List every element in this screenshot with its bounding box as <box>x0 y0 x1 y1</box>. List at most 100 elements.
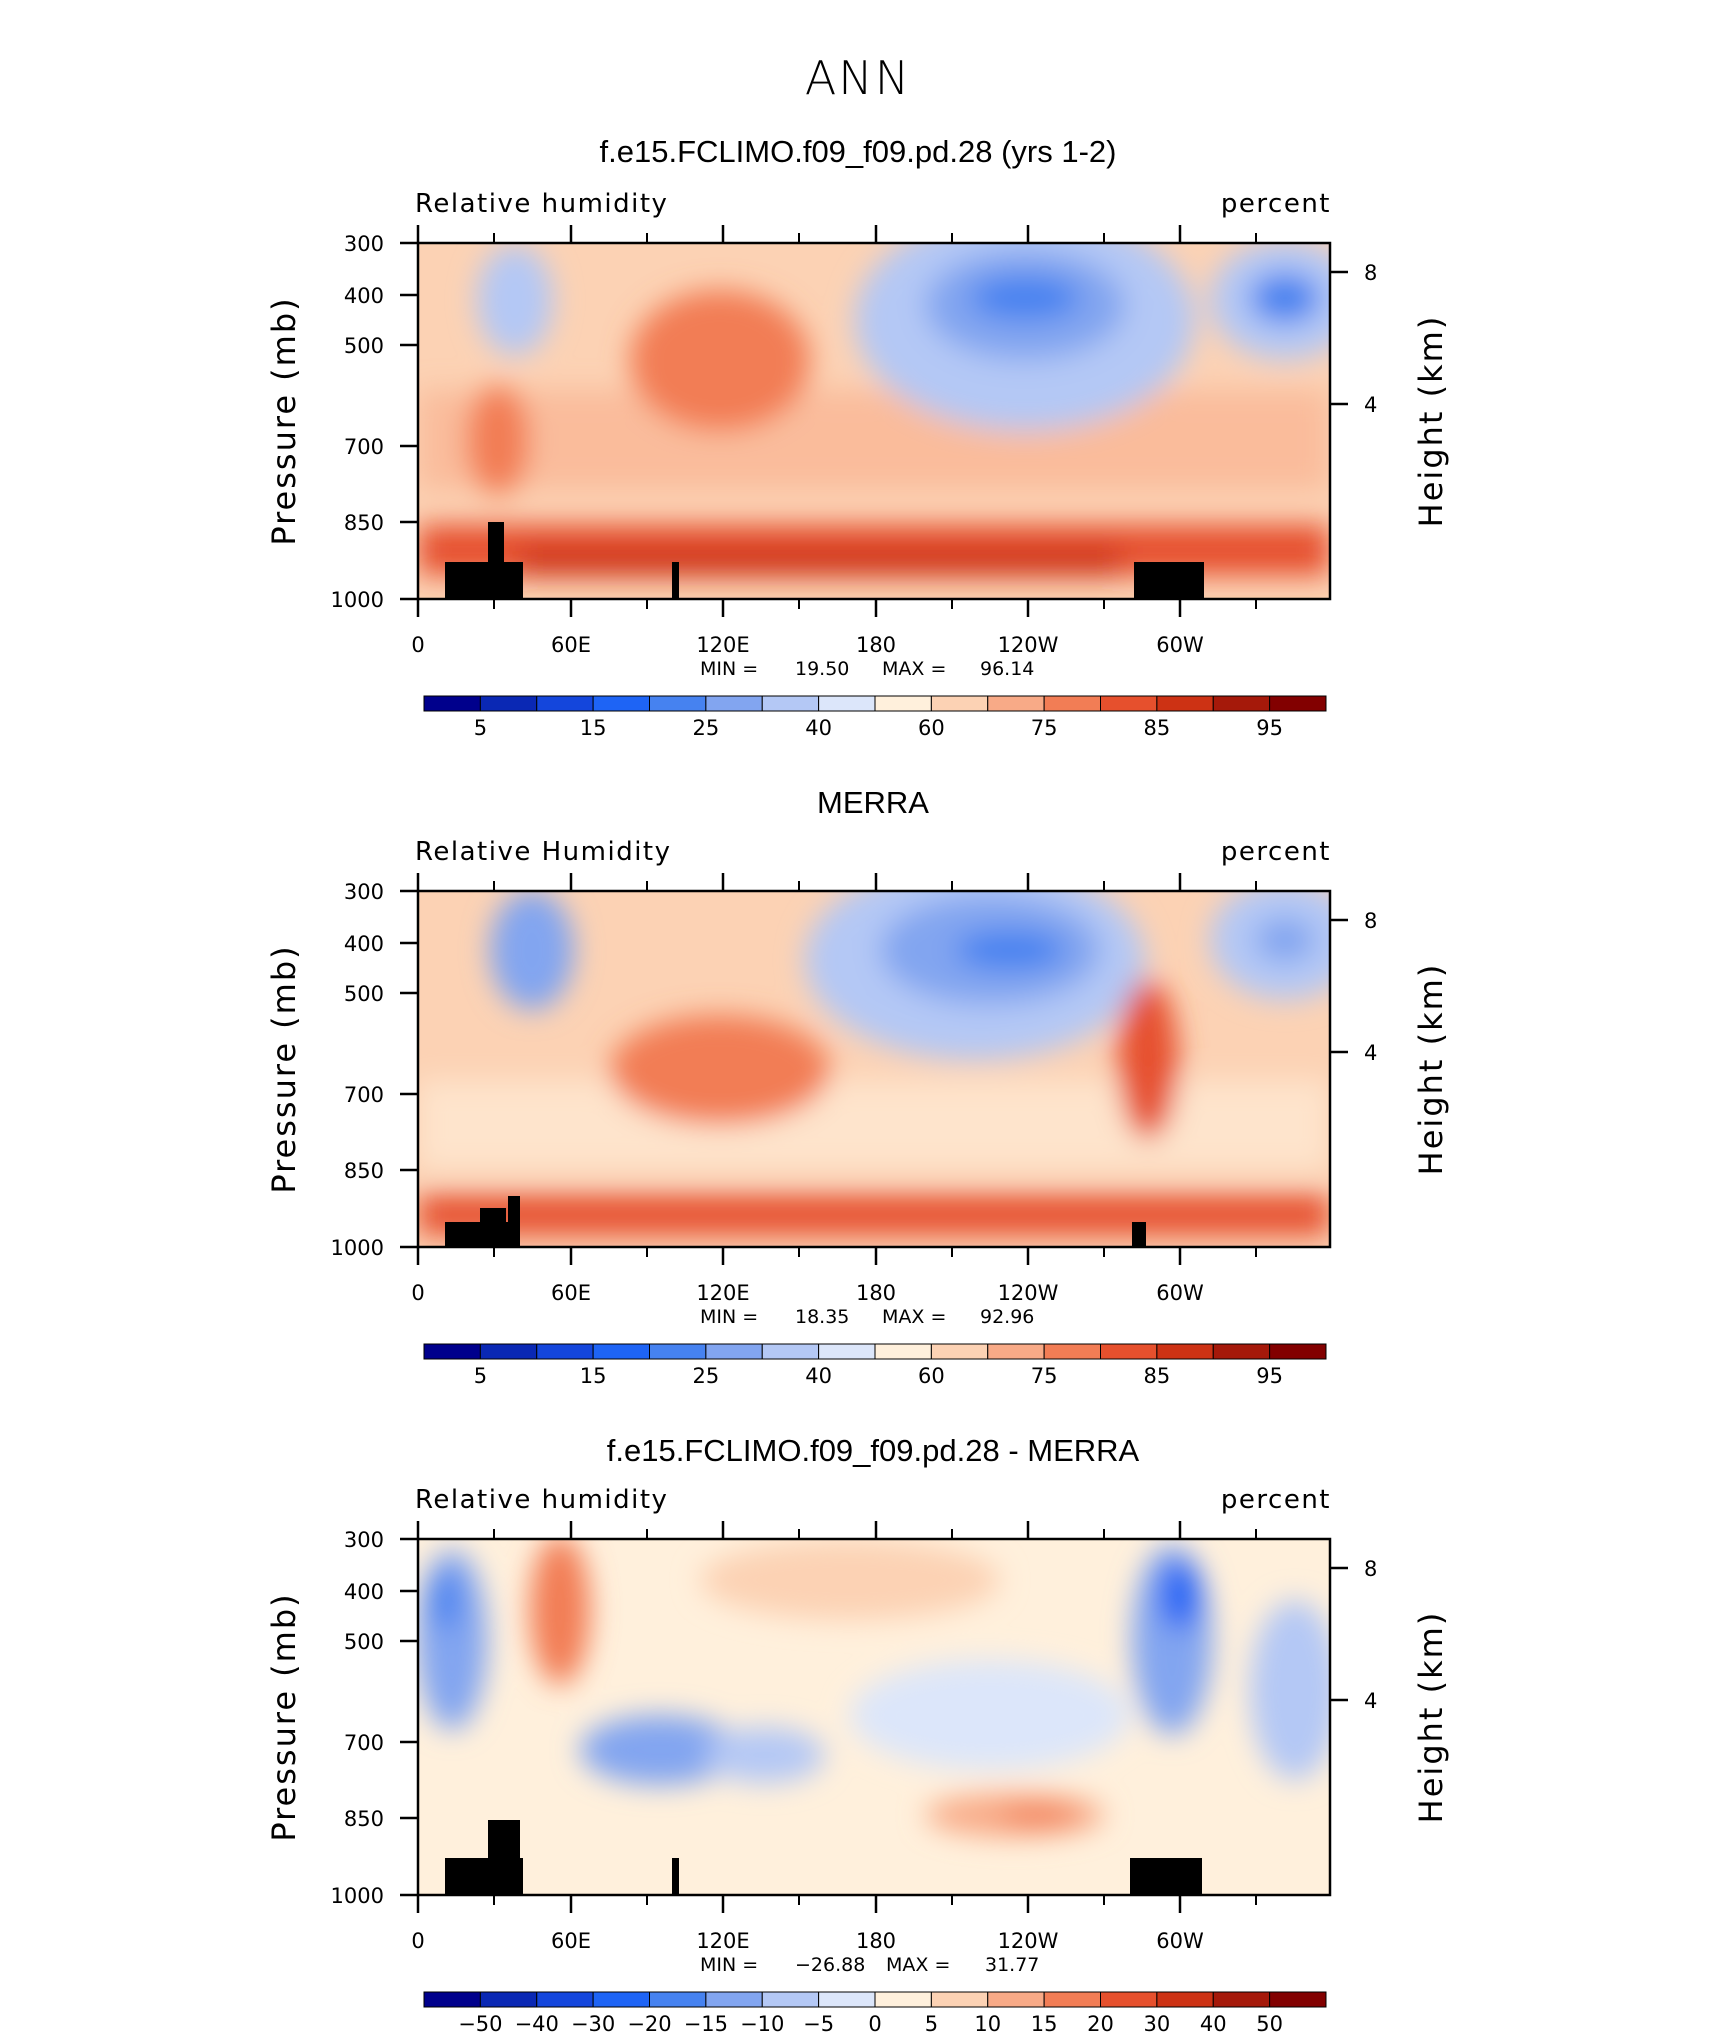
panel-title: MERRA <box>817 785 929 820</box>
plot-frame <box>416 241 1332 601</box>
y-tick-label: 500 <box>344 982 384 1006</box>
colorbar-segment <box>818 695 876 712</box>
minor-ticks <box>493 881 1257 1257</box>
colorbar-label: 40 <box>805 716 832 740</box>
colorbar: −50 −40 −30 −20 −15 −10 −5 0 5 10 15 20 30 40 50 <box>423 1991 1327 2036</box>
topography-africa-steps <box>480 1208 506 1222</box>
colorbar-segment <box>705 1343 763 1360</box>
plot-frame <box>416 889 1332 1249</box>
x-tick-label: 0 <box>411 1929 424 1953</box>
y-tick-label: 300 <box>344 1528 384 1552</box>
min-max-readout: MIN = −26.88 MAX = 31.77 <box>700 1954 1039 1976</box>
y-tick-labels: 300 400 500 700 850 1000 <box>331 1528 384 1908</box>
svg-text:19.50: 19.50 <box>795 658 849 680</box>
colorbar-segment <box>818 1343 876 1360</box>
left-label: Relative humidity <box>415 189 668 219</box>
topography-africa <box>445 1222 509 1247</box>
colorbar-label: 95 <box>1256 716 1283 740</box>
minor-ticks <box>493 1529 1257 1905</box>
topography-africa <box>445 562 523 599</box>
y-tick-label: 300 <box>344 232 384 256</box>
panel-difference: f.e15.FCLIMO.f09_f09.pd.28 - MERRA Relat… <box>265 1433 1450 2036</box>
x-tick-label: 180 <box>856 633 896 657</box>
y-tick-label: 1000 <box>331 1884 384 1908</box>
colorbar-segment <box>423 1343 481 1360</box>
colorbar-label: 75 <box>1031 716 1058 740</box>
colorbar: 5 15 25 40 60 75 85 95 <box>423 1343 1327 1388</box>
boundary-layer-core <box>520 548 1120 576</box>
y2-tick-label: 8 <box>1364 261 1377 285</box>
y-tick-label: 700 <box>344 1083 384 1107</box>
x-tick-label: 60W <box>1156 1281 1204 1305</box>
x-tick-label: 60W <box>1156 1929 1204 1953</box>
dry-anomaly-indian-ocean <box>580 1715 740 1785</box>
colorbar-segment <box>1156 1991 1214 2008</box>
colorbar-label: 15 <box>580 716 607 740</box>
pale-band <box>418 390 1330 490</box>
x-tick-labels: 0 60E 120E 180 120W 60W <box>411 1929 1204 1953</box>
colorbar-label: 85 <box>1144 716 1171 740</box>
colorbar-segment <box>1156 1343 1214 1360</box>
svg-text:MIN =: MIN = <box>700 658 758 680</box>
colorbar-segment <box>1269 1991 1327 2008</box>
colorbar-label: 10 <box>974 2012 1001 2036</box>
x-tick-label: 180 <box>856 1929 896 1953</box>
moist-region-africa <box>468 385 528 495</box>
colorbar-label: 40 <box>805 1364 832 1388</box>
left-label: Relative Humidity <box>415 837 672 867</box>
colorbar-segment <box>592 695 650 712</box>
x-tick-label: 0 <box>411 1281 424 1305</box>
dry-region-pacific-min <box>970 276 1080 320</box>
colorbar-label: 60 <box>918 1364 945 1388</box>
x-tick-labels: 0 60E 120E 180 120W 60W <box>411 633 1204 657</box>
colorbar-segment <box>1269 1343 1327 1360</box>
colorbar-label: 5 <box>925 2012 938 2036</box>
dry-region-pacific-min <box>955 930 1065 970</box>
colorbar-label: 30 <box>1144 2012 1171 2036</box>
colorbar-segment <box>1212 695 1271 712</box>
y-axis-title: Pressure (mb) <box>265 1592 303 1841</box>
y2-axis-title: Height (km) <box>1412 963 1450 1176</box>
y2-tick-label: 8 <box>1364 1557 1377 1581</box>
colorbar-label: 60 <box>918 716 945 740</box>
dry-anomaly-atlantic <box>1250 1600 1330 1780</box>
colorbar-segment <box>761 1991 820 2008</box>
colorbar-label: −5 <box>803 2012 834 2036</box>
colorbar-segment <box>705 1991 763 2008</box>
major-ticks <box>400 225 1348 617</box>
topography-andes <box>1130 1858 1202 1895</box>
topography-indonesia <box>672 1858 679 1895</box>
svg-text:92.96: 92.96 <box>980 1306 1034 1328</box>
colorbar-segment <box>592 1991 650 2008</box>
svg-text:18.35: 18.35 <box>795 1306 849 1328</box>
panel-observations: MERRA Relative Humidity percent <box>265 785 1450 1388</box>
colorbar-segment <box>649 695 707 712</box>
x-tick-label: 60E <box>551 633 591 657</box>
dry-anomaly-africa-core <box>430 1570 460 1630</box>
y-tick-label: 850 <box>344 1159 384 1183</box>
svg-text:MIN =: MIN = <box>700 1954 758 1976</box>
x-tick-label: 60E <box>551 1929 591 1953</box>
panel-title: f.e15.FCLIMO.f09_f09.pd.28 - MERRA <box>607 1433 1140 1468</box>
x-tick-label: 120E <box>696 633 749 657</box>
colorbar-label: 25 <box>693 1364 720 1388</box>
colorbar-segment <box>705 695 763 712</box>
colorbar-segment <box>479 695 538 712</box>
dry-region-atlantic-core <box>1255 918 1315 962</box>
colorbar-segment <box>423 695 481 712</box>
colorbar-segment <box>1043 1991 1101 2008</box>
moist-anomaly-east-pacific-core <box>1000 1805 1080 1825</box>
topography-indonesia <box>672 562 679 599</box>
y-tick-label: 1000 <box>331 1236 384 1260</box>
colorbar-segment <box>649 1343 707 1360</box>
contour-field <box>418 891 1330 1247</box>
x-tick-label: 0 <box>411 633 424 657</box>
colorbar-segment <box>818 1991 876 2008</box>
colorbar-label: 5 <box>474 716 487 740</box>
dry-region-africa <box>477 245 553 355</box>
colorbar-segment <box>479 1991 538 2008</box>
moist-region-americas <box>1118 980 1178 1140</box>
y2-tick-labels: 8 4 <box>1364 1557 1377 1713</box>
colorbar-label: 85 <box>1144 1364 1171 1388</box>
colorbar-segment <box>874 695 932 712</box>
